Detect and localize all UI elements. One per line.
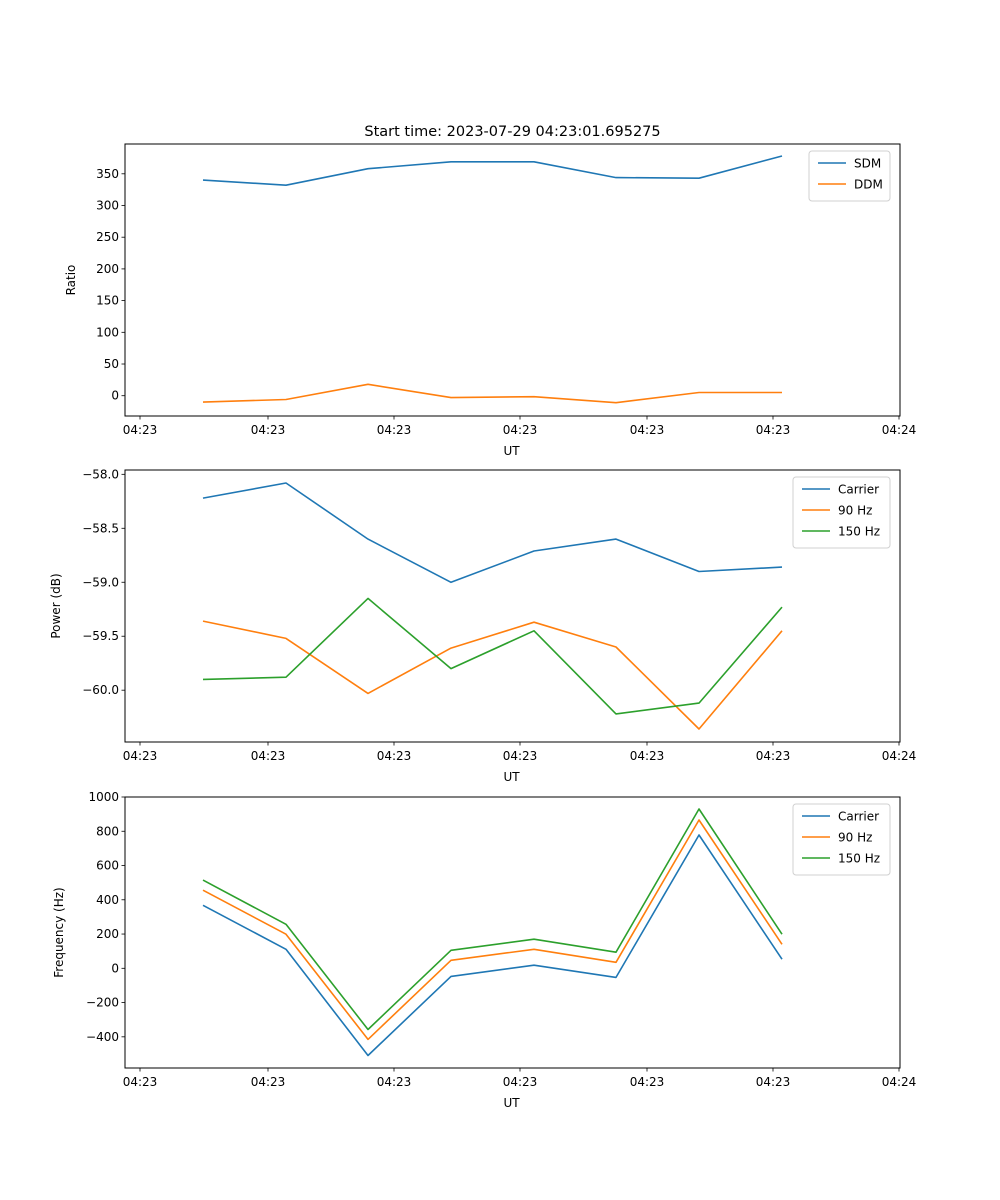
legend: Carrier 90 Hz 150 Hz bbox=[792, 476, 891, 549]
y-axis-label: Ratio bbox=[64, 265, 78, 296]
y-axis-label: Frequency (Hz) bbox=[52, 887, 66, 978]
subplot-3: 1000 800 600 400 200 0 −200 −400 04:23 04:23 04:23… bbox=[52, 790, 916, 1110]
chart-title: Start time: 2023-07-29 04:23:01.695275 bbox=[364, 124, 660, 140]
x-tick-label: 04:23 bbox=[756, 423, 791, 437]
x-tick-label: 04:23 bbox=[630, 749, 665, 763]
y-tick-label: 0 bbox=[111, 961, 119, 975]
y-tick-label: −59.5 bbox=[82, 629, 119, 643]
y-tick-label: −200 bbox=[86, 996, 119, 1010]
subplot-2: −58.0 −58.5 −59.0 −59.5 −60.0 04:23 04:23 04:23… bbox=[49, 467, 916, 784]
y-tick-label: 100 bbox=[96, 325, 119, 339]
x-tick-label: 04:23 bbox=[377, 423, 412, 437]
legend-label: 150 Hz bbox=[838, 525, 880, 539]
y-tick-label: 800 bbox=[96, 824, 119, 838]
legend-label: 90 Hz bbox=[838, 504, 872, 518]
y-tick-label: −58.0 bbox=[82, 467, 119, 481]
y-tick-label: 600 bbox=[96, 859, 119, 873]
x-tick-label: 04:23 bbox=[503, 1075, 538, 1089]
subplot-1: 0 50 100 150 200 250 300 350 04:23 04:23 04:23 04:2… bbox=[64, 143, 917, 458]
y-axis-label: Power (dB) bbox=[49, 573, 63, 638]
y-tick-label: 250 bbox=[96, 230, 119, 244]
legend-label: Carrier bbox=[838, 483, 879, 497]
y-tick-label: 50 bbox=[104, 357, 119, 371]
legend-label: DDM bbox=[854, 178, 883, 192]
series-line-carrier bbox=[202, 834, 783, 1057]
x-tick-label: 04:24 bbox=[882, 423, 917, 437]
x-axis-label: UT bbox=[503, 1096, 520, 1110]
legend-label: SDM bbox=[854, 157, 881, 171]
axes-frame bbox=[124, 143, 901, 417]
legend-label: 150 Hz bbox=[838, 852, 880, 866]
y-tick-label: −58.5 bbox=[82, 521, 119, 535]
legend-label: 90 Hz bbox=[838, 831, 872, 845]
series-line-150-hz bbox=[202, 808, 783, 1031]
y-tick-label: −60.0 bbox=[82, 683, 119, 697]
series-line-90-hz bbox=[202, 620, 783, 730]
legend: Carrier 90 Hz 150 Hz bbox=[792, 803, 891, 876]
y-tick-label: 400 bbox=[96, 893, 119, 907]
axes-frame bbox=[124, 469, 901, 743]
series-line-sdm bbox=[202, 155, 783, 186]
y-tick-label: 1000 bbox=[88, 790, 119, 804]
axes-frame bbox=[124, 796, 901, 1069]
x-tick-label: 04:23 bbox=[123, 423, 158, 437]
y-tick-label: 150 bbox=[96, 294, 119, 308]
x-tick-label: 04:23 bbox=[377, 1075, 412, 1089]
y-tick-label: 0 bbox=[111, 389, 119, 403]
x-axis-label: UT bbox=[503, 770, 520, 784]
x-tick-label: 04:23 bbox=[251, 1075, 286, 1089]
x-tick-label: 04:23 bbox=[503, 423, 538, 437]
x-tick-label: 04:23 bbox=[756, 749, 791, 763]
x-tick-label: 04:23 bbox=[630, 1075, 665, 1089]
series-line-ddm bbox=[202, 383, 782, 404]
x-axis-label: UT bbox=[503, 444, 520, 458]
x-tick-label: 04:23 bbox=[630, 423, 665, 437]
x-tick-label: 04:23 bbox=[251, 423, 286, 437]
series-line-150-hz bbox=[202, 597, 783, 715]
y-tick-label: −59.0 bbox=[82, 575, 119, 589]
y-tick-label: −400 bbox=[86, 1030, 119, 1044]
x-tick-label: 04:23 bbox=[123, 749, 158, 763]
y-tick-label: 200 bbox=[96, 262, 119, 276]
x-tick-label: 04:23 bbox=[123, 1075, 158, 1089]
series-line-90-hz bbox=[202, 819, 783, 1041]
x-tick-label: 04:23 bbox=[756, 1075, 791, 1089]
y-tick-label: 300 bbox=[96, 199, 119, 213]
legend: SDM DDM bbox=[808, 150, 891, 202]
legend-label: Carrier bbox=[838, 810, 879, 824]
x-tick-label: 04:23 bbox=[503, 749, 538, 763]
x-tick-label: 04:23 bbox=[377, 749, 412, 763]
x-tick-label: 04:24 bbox=[882, 1075, 917, 1089]
series-line-carrier bbox=[202, 482, 783, 584]
y-tick-label: 350 bbox=[96, 167, 119, 181]
y-tick-label: 200 bbox=[96, 927, 119, 941]
x-tick-label: 04:23 bbox=[251, 749, 286, 763]
x-tick-label: 04:24 bbox=[882, 749, 917, 763]
